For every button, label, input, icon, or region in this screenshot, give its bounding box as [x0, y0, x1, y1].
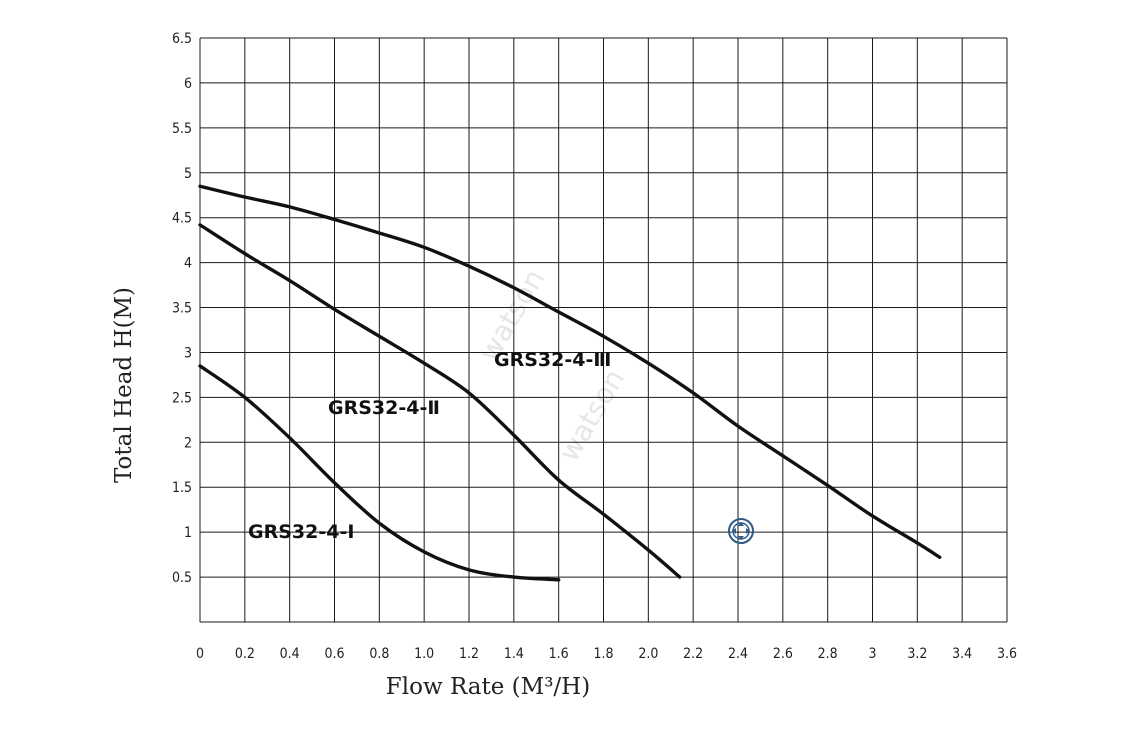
series-line-2 [198, 223, 682, 579]
x-tick-label: 1.0 [414, 646, 434, 662]
x-tick-label: 2.2 [683, 646, 703, 662]
navigation-target-icon[interactable] [728, 518, 754, 544]
x-tick-label: 1.2 [459, 646, 479, 662]
series-label-1: GRS32-4-Ⅰ [248, 521, 354, 543]
x-tick-label: 2.6 [773, 646, 793, 662]
x-tick-label: 2.0 [638, 646, 658, 662]
y-tick-label: 6 [184, 76, 192, 92]
x-tick-label: 3.6 [997, 646, 1017, 662]
x-axis-ticks: 0 0.2 0.4 0.6 0.8 1.0 1.2 1.4 1.6 1.8 2.0 2.2 2.4 2.6… [196, 646, 1017, 662]
x-tick-label: 0.6 [324, 646, 344, 662]
y-tick-label: 5 [184, 166, 192, 182]
y-tick-label: 2 [184, 435, 192, 451]
series-line-3 [198, 184, 942, 560]
series-line-1 [198, 364, 561, 582]
y-tick-label: 0.5 [172, 570, 192, 586]
y-tick-label: 5.5 [172, 121, 192, 137]
x-tick-label: 1.8 [593, 646, 613, 662]
y-tick-label: 1 [184, 525, 192, 541]
y-tick-label: 1.5 [172, 480, 192, 496]
x-tick-label: 2.8 [818, 646, 838, 662]
x-tick-label: 0 [196, 646, 204, 662]
y-tick-label: 3.5 [172, 301, 192, 317]
series-label-2: GRS32-4-Ⅱ [328, 397, 440, 419]
y-tick-label: 3 [184, 345, 192, 361]
x-tick-label: 0.2 [235, 646, 255, 662]
x-tick-label: 2.4 [728, 646, 748, 662]
y-axis-title: Total Head H(M) [111, 287, 137, 483]
x-tick-label: 3.4 [952, 646, 972, 662]
x-tick-label: 3.2 [907, 646, 927, 662]
y-tick-label: 4 [184, 256, 192, 272]
x-tick-label: 1.6 [549, 646, 569, 662]
series-label-3: GRS32-4-Ⅲ [494, 349, 611, 371]
x-tick-label: 1.4 [504, 646, 524, 662]
watermark-text: watson [552, 363, 631, 467]
x-axis-title: Flow Rate (M³/H) [386, 674, 590, 700]
x-tick-label: 0.8 [369, 646, 389, 662]
y-tick-label: 2.5 [172, 390, 192, 406]
series-labels: GRS32-4-Ⅰ GRS32-4-Ⅱ GRS32-4-Ⅲ [248, 349, 611, 543]
y-axis-ticks: 0.5 1 1.5 2 2.5 3 3.5 4 4.5 5 5.5 6 6.5 [172, 31, 192, 586]
chart-series [198, 184, 942, 582]
x-tick-label: 0.4 [280, 646, 300, 662]
y-tick-label: 6.5 [172, 31, 192, 47]
y-tick-label: 4.5 [172, 211, 192, 227]
chart-grid [199, 37, 1008, 623]
x-tick-label: 3 [868, 646, 876, 662]
